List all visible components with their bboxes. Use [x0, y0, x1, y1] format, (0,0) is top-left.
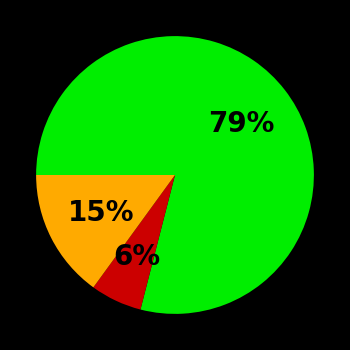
- Text: 15%: 15%: [68, 199, 134, 227]
- Wedge shape: [36, 175, 175, 287]
- Wedge shape: [93, 175, 175, 309]
- Wedge shape: [36, 36, 314, 314]
- Text: 6%: 6%: [113, 243, 160, 271]
- Text: 79%: 79%: [208, 110, 274, 138]
